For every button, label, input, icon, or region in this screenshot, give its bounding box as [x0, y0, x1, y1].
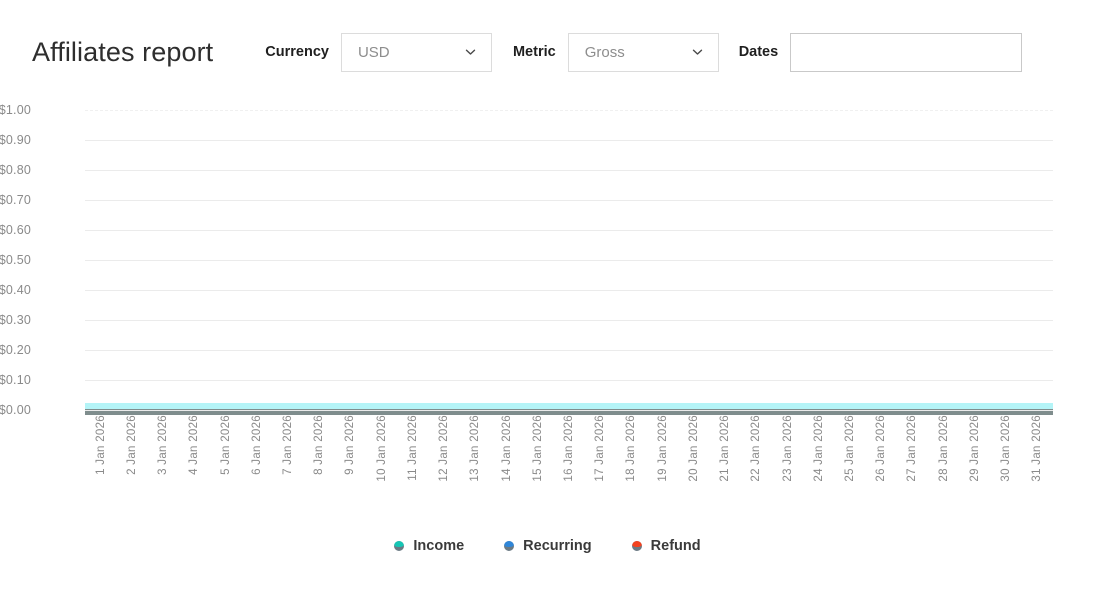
y-axis-tick: $0.50 — [0, 253, 31, 267]
y-axis-tick: $0.10 — [0, 373, 31, 387]
metric-filter: Metric Gross — [512, 32, 719, 72]
page-title: Affiliates report — [32, 36, 214, 67]
x-axis-tick: 30 Jan 2026 — [1000, 415, 1013, 482]
x-axis-tick: 2 Jan 2026 — [125, 415, 138, 475]
y-axis-tick: $0.80 — [0, 163, 31, 177]
x-axis-tick: 12 Jan 2026 — [438, 415, 451, 482]
gridline — [85, 230, 1053, 231]
chart-legend: Income Recurring Refund — [0, 538, 1095, 554]
x-axis-ticks: 1 Jan 2026 2 Jan 2026 3 Jan 2026 4 Jan 2026… — [85, 415, 1053, 515]
x-axis-tick: 6 Jan 2026 — [250, 415, 263, 475]
x-axis-tick: 14 Jan 2026 — [500, 415, 513, 482]
x-axis-tick: 15 Jan 2026 — [531, 415, 544, 482]
legend-item-income[interactable]: Income — [394, 538, 464, 554]
y-axis-tick: $0.40 — [0, 283, 31, 297]
y-axis-tick: $1.00 — [0, 103, 31, 117]
dates-filter: Dates — [738, 32, 1023, 72]
x-axis-tick: 17 Jan 2026 — [594, 415, 607, 482]
x-axis-tick: 22 Jan 2026 — [750, 415, 763, 482]
series-baseline-line — [85, 409, 1053, 415]
y-axis-tick: $0.20 — [0, 343, 31, 357]
x-axis-tick: 26 Jan 2026 — [875, 415, 888, 482]
x-axis-tick: 27 Jan 2026 — [906, 415, 919, 482]
x-axis-tick: 13 Jan 2026 — [469, 415, 482, 482]
x-axis-tick: 10 Jan 2026 — [375, 415, 388, 482]
gridline — [85, 410, 1053, 411]
gridline — [85, 140, 1053, 141]
affiliates-chart: $1.00 $0.90 $0.80 $0.70 $0.60 $0.50 $0.40 $0.30… — [0, 95, 1095, 603]
recurring-marker-icon — [504, 541, 515, 551]
x-axis-tick: 31 Jan 2026 — [1031, 415, 1044, 482]
x-axis-tick: 20 Jan 2026 — [687, 415, 700, 482]
y-axis-tick: $0.60 — [0, 223, 31, 237]
x-axis-tick: 5 Jan 2026 — [219, 415, 232, 475]
currency-select[interactable]: USD — [340, 32, 492, 72]
income-marker-icon — [394, 541, 405, 551]
y-axis-tick: $0.00 — [0, 403, 31, 417]
x-axis-tick: 25 Jan 2026 — [844, 415, 857, 482]
gridline — [85, 260, 1053, 261]
gridline — [85, 200, 1053, 201]
gridline — [85, 110, 1053, 111]
x-axis-tick: 23 Jan 2026 — [781, 415, 794, 482]
legend-label-refund: Refund — [650, 538, 701, 554]
chevron-down-icon — [464, 46, 477, 59]
x-axis-tick: 16 Jan 2026 — [563, 415, 575, 482]
x-axis-tick: 8 Jan 2026 — [313, 415, 326, 475]
refund-marker-icon — [631, 541, 642, 551]
x-axis-tick: 18 Jan 2026 — [625, 415, 638, 482]
metric-select-value: Gross — [584, 43, 625, 61]
dates-label: Dates — [738, 44, 779, 60]
currency-select-value: USD — [357, 43, 390, 61]
y-axis-tick: $0.70 — [0, 193, 31, 207]
y-axis-tick: $0.90 — [0, 133, 31, 147]
x-axis-tick: 1 Jan 2026 — [94, 415, 107, 475]
gridline — [85, 320, 1053, 321]
metric-select[interactable]: Gross — [567, 32, 719, 72]
y-axis-tick: $0.30 — [0, 313, 31, 327]
legend-item-refund[interactable]: Refund — [631, 538, 701, 554]
dates-input[interactable] — [790, 32, 1023, 72]
gridline — [85, 380, 1053, 381]
x-axis-tick: 7 Jan 2026 — [281, 415, 294, 475]
gridline — [85, 170, 1053, 171]
x-axis-tick: 11 Jan 2026 — [406, 415, 419, 481]
x-axis-tick: 28 Jan 2026 — [937, 415, 950, 482]
report-header: Affiliates report Currency USD Metric Gr… — [0, 24, 1095, 80]
currency-filter: Currency USD — [265, 32, 492, 72]
x-axis-tick: 24 Jan 2026 — [812, 415, 825, 482]
x-axis-tick: 21 Jan 2026 — [719, 415, 732, 482]
x-axis-tick: 29 Jan 2026 — [968, 415, 981, 482]
legend-label-recurring: Recurring — [523, 538, 592, 554]
legend-item-recurring[interactable]: Recurring — [504, 538, 592, 554]
x-axis-tick: 9 Jan 2026 — [344, 415, 357, 475]
gridline — [85, 350, 1053, 351]
x-axis-tick: 4 Jan 2026 — [188, 415, 201, 475]
gridline — [85, 290, 1053, 291]
currency-label: Currency — [265, 44, 329, 60]
legend-label-income: Income — [413, 538, 465, 554]
x-axis-tick: 3 Jan 2026 — [157, 415, 170, 475]
metric-label: Metric — [512, 44, 556, 60]
chart-plot-area: $1.00 $0.90 $0.80 $0.70 $0.60 $0.50 $0.40 $0.30… — [0, 103, 1053, 417]
chevron-down-icon — [691, 46, 704, 59]
x-axis-tick: 19 Jan 2026 — [656, 415, 669, 482]
series-income-area — [85, 403, 1053, 410]
